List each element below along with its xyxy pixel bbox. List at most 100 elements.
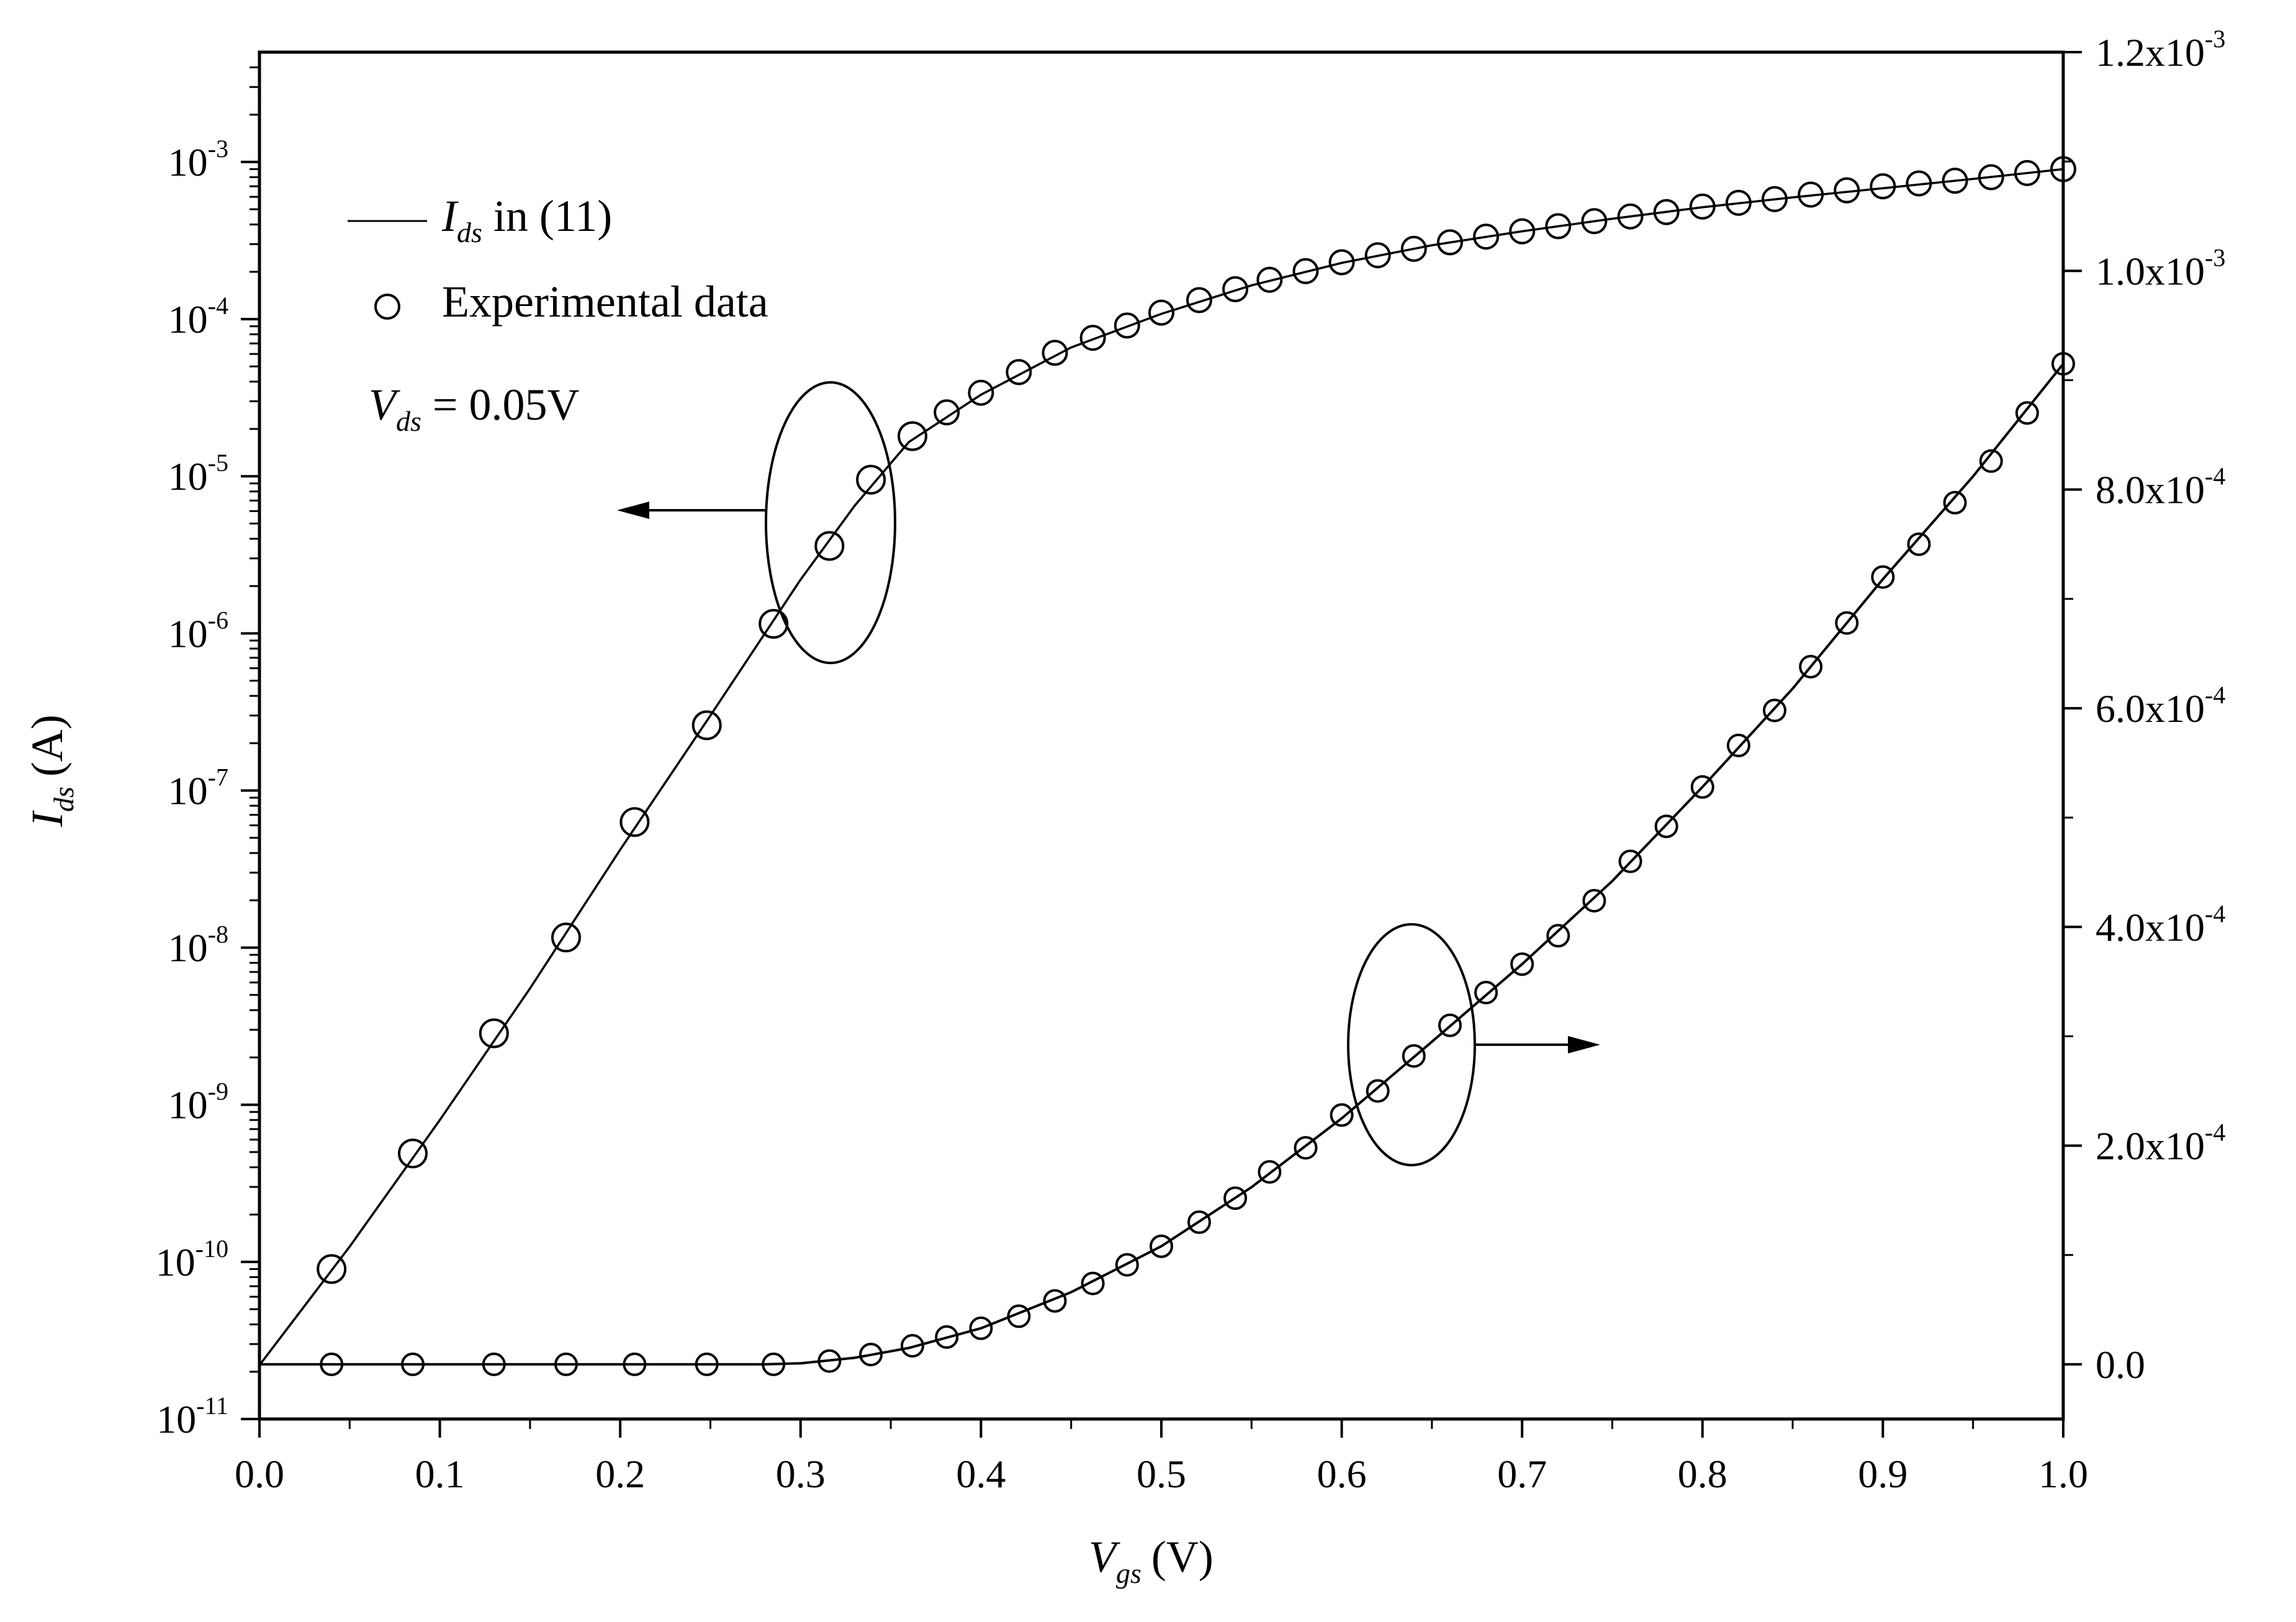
left-tick-base: 10: [168, 140, 208, 184]
data-point-log: [1006, 359, 1032, 385]
y-axis-label-main: I: [22, 810, 72, 827]
data-point-log: [898, 421, 927, 451]
data-point-log: [1653, 199, 1680, 225]
right-tick-exp: -3: [2205, 25, 2225, 53]
data-point-linear: [1582, 889, 1606, 912]
right-tick-label: 2.0x10-4: [2096, 1119, 2225, 1168]
data-point-log: [1725, 189, 1752, 216]
left-tick-exp: -3: [208, 135, 228, 163]
data-point-linear: [1510, 952, 1534, 976]
data-point-linear: [623, 1352, 647, 1376]
data-point-log: [856, 464, 886, 495]
data-point-linear: [2015, 401, 2039, 425]
right-tick-label: 0.0: [2096, 1343, 2145, 1387]
x-tick-label: 0.6: [1317, 1452, 1367, 1496]
data-point-linear: [1654, 814, 1678, 839]
data-point-log: [1473, 223, 1500, 250]
data-point-linear: [1366, 1079, 1390, 1103]
data-point-linear: [482, 1352, 506, 1376]
x-tick-label: 0.3: [776, 1452, 826, 1496]
plot-frame: [258, 50, 2065, 1421]
right-tick-exp: -4: [2205, 681, 2225, 709]
right-axis-ticks: 0.02.0x10-44.0x10-46.0x10-48.0x10-41.0x1…: [2063, 25, 2225, 1387]
right-tick-exp: -4: [2205, 899, 2225, 927]
left-tick-base: 10: [168, 1083, 208, 1127]
legend-condition-rest: = 0.05V: [421, 380, 580, 430]
left-tick-label: 10-6: [168, 606, 228, 656]
data-point-log: [759, 609, 789, 639]
data-point-linear: [1187, 1210, 1211, 1234]
x-tick-label: 1.0: [2038, 1452, 2088, 1496]
left-tick-label: 10-4: [168, 292, 228, 341]
data-point-log: [1942, 168, 1968, 194]
x-tick-label: 0.1: [415, 1452, 465, 1496]
right-tick-label: 8.0x10-4: [2096, 462, 2225, 512]
data-point-linear: [1943, 490, 1967, 515]
data-point-linear: [1150, 1234, 1173, 1258]
legend-condition-sub: ds: [396, 405, 421, 437]
left-tick-label: 10-5: [168, 449, 228, 498]
left-tick-exp: -8: [208, 921, 228, 948]
data-point-linear: [1330, 1103, 1354, 1127]
left-tick-base: 10: [156, 1397, 196, 1441]
data-point-linear: [695, 1352, 719, 1376]
data-point-linear: [1081, 1271, 1105, 1295]
data-point-log: [1222, 276, 1249, 302]
data-point-log: [1364, 242, 1391, 269]
data-point-linear: [1907, 532, 1931, 556]
x-tick-label: 0.0: [235, 1452, 284, 1496]
x-tick-label: 0.5: [1137, 1452, 1186, 1496]
data-point-linear: [554, 1352, 578, 1376]
data-point-linear: [762, 1352, 786, 1376]
data-point-log: [1400, 235, 1427, 262]
data-point-log: [968, 379, 994, 406]
legend-condition-main: V: [369, 380, 400, 430]
data-point-linear: [1043, 1289, 1067, 1313]
x-axis-label-unit: (V): [1151, 1532, 1213, 1582]
left-tick-base: 10: [168, 611, 208, 656]
right-tick-mantissa: 6.0x10: [2096, 687, 2205, 731]
legend-line-main: I: [441, 191, 459, 241]
data-point-log: [1292, 258, 1319, 284]
left-tick-label: 10-7: [168, 763, 228, 813]
x-tick-label: 0.4: [956, 1452, 1006, 1496]
right-tick-label: 4.0x10-4: [2096, 899, 2225, 949]
data-point-log: [1870, 173, 1896, 200]
data-point-linear: [1871, 565, 1895, 589]
data-point-log: [1617, 203, 1644, 230]
arrowhead-right-icon: [1568, 1036, 1600, 1053]
left-tick-exp: -10: [196, 1235, 228, 1263]
left-tick-label: 10-9: [168, 1078, 228, 1127]
data-point-linear: [1546, 924, 1570, 948]
right-tick-label: 1.2x10-3: [2096, 25, 2225, 74]
data-point-log: [1509, 218, 1536, 245]
model-line-log: [258, 168, 2064, 1366]
data-point-log: [2050, 156, 2076, 182]
legend-marker-label: Experimental data: [442, 277, 768, 327]
data-point-linear: [817, 1349, 842, 1373]
right-tick-mantissa: 2.0x10: [2096, 1124, 2205, 1168]
x-axis-ticks: 0.0 0.1 0.2 0.3 0.4 0.5 0.6 0.7 0.8 0.9 1.0: [235, 1419, 2088, 1496]
left-tick-exp: -6: [208, 606, 228, 634]
data-point-log: [1689, 193, 1716, 220]
data-point-linear: [1223, 1186, 1248, 1210]
x-axis-label: Vgs (V): [1089, 1532, 1213, 1589]
data-point-linear: [1979, 449, 2003, 473]
right-tick-mantissa: 1.2x10: [2096, 30, 2205, 74]
left-tick-base: 10: [168, 297, 208, 341]
data-point-log: [1114, 312, 1140, 339]
x-tick-label: 0.7: [1497, 1452, 1547, 1496]
right-tick-mantissa: 4.0x10: [2096, 905, 2205, 949]
left-tick-base: 10: [168, 926, 208, 970]
right-tick-exp: -3: [2205, 243, 2225, 271]
data-point-log: [1328, 249, 1355, 276]
series-group: [258, 156, 2076, 1376]
data-point-linear: [1474, 981, 1498, 1004]
data-point-log: [1437, 229, 1463, 256]
data-point-linear: [935, 1325, 959, 1349]
data-point-linear: [1726, 733, 1750, 757]
legend-marker-swatch: [374, 294, 400, 320]
data-point-log: [1581, 208, 1608, 235]
